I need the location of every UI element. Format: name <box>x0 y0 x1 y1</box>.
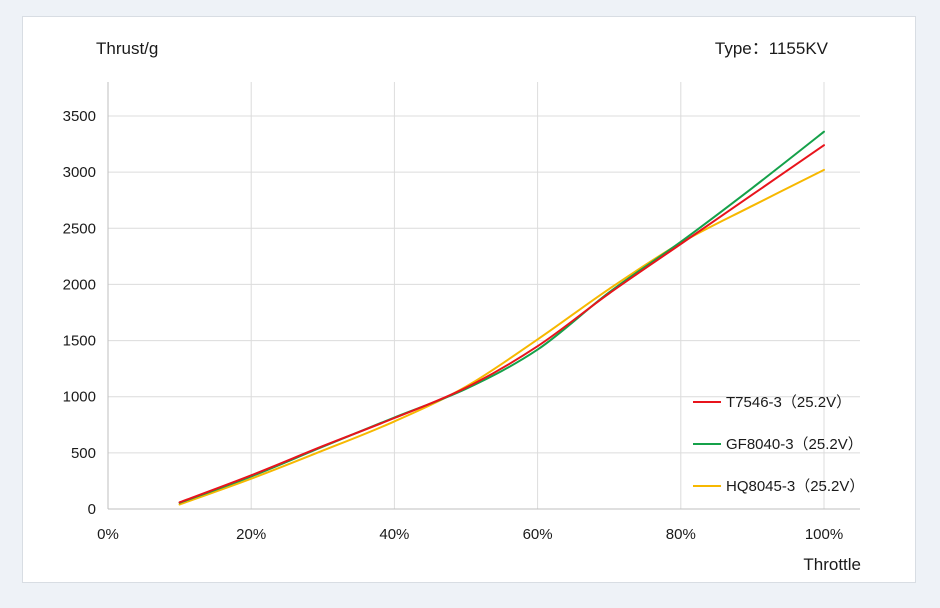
y-tick-labels: 0 500 1000 1500 2000 2500 3000 3500 <box>63 108 96 518</box>
series-lines <box>178 130 825 506</box>
y-tick-label: 3500 <box>63 108 96 125</box>
y-tick-label: 1000 <box>63 389 96 406</box>
y-axis-label: Thrust/g <box>96 39 158 58</box>
y-tick-label: 3000 <box>63 164 96 181</box>
series-line-0 <box>178 144 825 504</box>
series-line-2 <box>178 168 825 506</box>
axes <box>107 82 860 510</box>
x-axis-label: Throttle <box>803 555 861 574</box>
type-annotation: Type：1155KV <box>715 39 829 58</box>
y-tick-label: 2500 <box>63 220 96 237</box>
legend-label: GF8040-3（25.2V） <box>726 436 863 453</box>
x-tick-label: 100% <box>805 526 843 543</box>
x-tick-labels: 0% 20% 40% 60% 80% 100% <box>97 526 843 543</box>
legend-label: T7546-3（25.2V） <box>726 394 851 411</box>
y-tick-label: 500 <box>71 445 96 462</box>
x-tick-label: 80% <box>666 526 696 543</box>
grid-lines <box>108 82 860 509</box>
y-tick-label: 1500 <box>63 333 96 350</box>
y-tick-label: 2000 <box>63 276 96 293</box>
legend-label: HQ8045-3（25.2V） <box>726 478 864 495</box>
legend: T7546-3（25.2V） GF8040-3（25.2V） HQ8045-3（25… <box>693 394 864 495</box>
x-tick-label: 60% <box>523 526 553 543</box>
x-tick-label: 0% <box>97 526 119 543</box>
chart-panel <box>22 16 916 583</box>
x-tick-label: 40% <box>379 526 409 543</box>
x-tick-label: 20% <box>236 526 266 543</box>
y-tick-label: 0 <box>88 501 96 518</box>
